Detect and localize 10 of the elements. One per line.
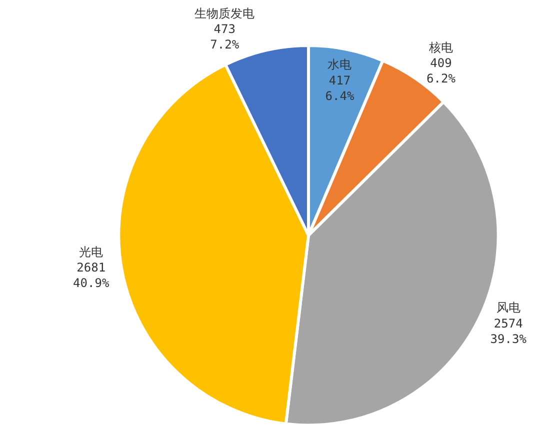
slice-label: 光电: [79, 244, 104, 259]
data-label: 409 6.2%: [426, 56, 456, 86]
slice-label: 水电: [328, 58, 352, 72]
data-label: 473 7.2%: [210, 22, 240, 52]
slice-label: 生物质发电: [194, 6, 255, 20]
data-label: 2681 40.9%: [73, 260, 110, 290]
slice-label: 风电: [496, 300, 520, 315]
slice-label: 核电: [428, 40, 453, 54]
data-label: 417 6.4%: [325, 73, 355, 103]
data-label: 2574 39.3%: [490, 316, 528, 346]
